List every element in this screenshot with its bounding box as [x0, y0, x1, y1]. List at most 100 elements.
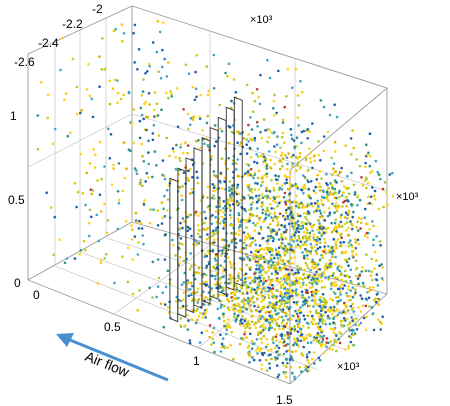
- data-point: [236, 185, 239, 189]
- data-point: [304, 216, 307, 219]
- data-point: [110, 183, 114, 186]
- data-point: [375, 259, 378, 262]
- data-point: [277, 260, 281, 264]
- data-point: [314, 299, 318, 302]
- data-point: [345, 291, 348, 295]
- data-point: [344, 211, 348, 214]
- data-point: [235, 192, 239, 196]
- data-point: [162, 174, 166, 178]
- data-point: [298, 320, 301, 324]
- data-point: [343, 274, 347, 278]
- data-point: [253, 276, 257, 280]
- data-point: [243, 332, 246, 336]
- data-point: [237, 220, 241, 223]
- data-point: [234, 168, 238, 171]
- data-point: [283, 340, 286, 344]
- data-point: [255, 309, 259, 313]
- data-point: [239, 323, 242, 327]
- data-point: [335, 244, 338, 247]
- data-point: [258, 197, 262, 201]
- data-point: [283, 253, 287, 257]
- data-point: [266, 58, 269, 62]
- data-point: [305, 353, 309, 356]
- data-point: [162, 207, 165, 210]
- data-point: [155, 164, 158, 167]
- data-point: [166, 198, 170, 201]
- data-point: [353, 191, 357, 194]
- data-point: [351, 249, 355, 252]
- data-point: [202, 290, 205, 294]
- data-point: [258, 194, 261, 197]
- data-point: [167, 96, 170, 100]
- data-point: [248, 146, 252, 150]
- data-point: [333, 179, 337, 182]
- data-point: [135, 172, 139, 176]
- data-point: [301, 226, 305, 230]
- data-point: [116, 227, 120, 231]
- data-point: [332, 162, 336, 165]
- data-point: [311, 283, 314, 286]
- data-point: [219, 181, 222, 184]
- data-point: [325, 231, 328, 234]
- data-point: [274, 248, 278, 251]
- data-point: [281, 131, 285, 135]
- data-point: [318, 170, 322, 173]
- data-point: [245, 152, 249, 155]
- data-point: [262, 118, 266, 121]
- data-point: [330, 173, 334, 176]
- data-point: [267, 296, 271, 300]
- data-point: [312, 305, 315, 308]
- data-point: [153, 91, 157, 94]
- data-point: [203, 255, 207, 259]
- data-point: [366, 236, 369, 239]
- data-point: [326, 341, 330, 345]
- data-point: [294, 291, 298, 295]
- data-point: [300, 333, 303, 337]
- data-point: [265, 164, 269, 168]
- data-point: [345, 229, 348, 232]
- data-point: [311, 262, 315, 266]
- data-point: [235, 162, 238, 165]
- data-point: [112, 163, 115, 167]
- data-point: [237, 276, 241, 280]
- data-point: [302, 129, 306, 133]
- data-point: [365, 253, 368, 256]
- data-point: [202, 272, 206, 276]
- data-point: [293, 377, 297, 381]
- data-point: [278, 167, 282, 171]
- data-point: [132, 108, 136, 111]
- data-point: [229, 209, 232, 212]
- data-point: [304, 299, 308, 302]
- data-point: [361, 281, 365, 285]
- data-point: [287, 336, 290, 340]
- data-point: [279, 258, 283, 262]
- data-point: [250, 340, 254, 343]
- data-point: [331, 202, 334, 206]
- data-point: [304, 291, 308, 294]
- data-point: [347, 344, 351, 348]
- data-point: [132, 141, 136, 145]
- data-point: [278, 305, 282, 308]
- data-point: [198, 115, 201, 119]
- data-point: [359, 221, 363, 225]
- data-point: [275, 143, 279, 147]
- data-point: [226, 201, 230, 204]
- data-point: [239, 285, 243, 289]
- data-point: [238, 250, 242, 253]
- data-point: [282, 370, 286, 374]
- data-point: [275, 323, 279, 327]
- data-point: [280, 246, 284, 249]
- data-point: [201, 129, 204, 132]
- data-point: [285, 175, 289, 179]
- data-point: [318, 358, 322, 362]
- data-point: [59, 68, 62, 72]
- data-point: [190, 234, 193, 238]
- data-point: [277, 238, 281, 241]
- data-point: [244, 280, 247, 284]
- data-point: [344, 348, 347, 351]
- data-point: [319, 158, 322, 162]
- data-point: [328, 113, 332, 117]
- data-point: [257, 95, 261, 99]
- data-point: [265, 172, 269, 176]
- data-point: [171, 244, 175, 247]
